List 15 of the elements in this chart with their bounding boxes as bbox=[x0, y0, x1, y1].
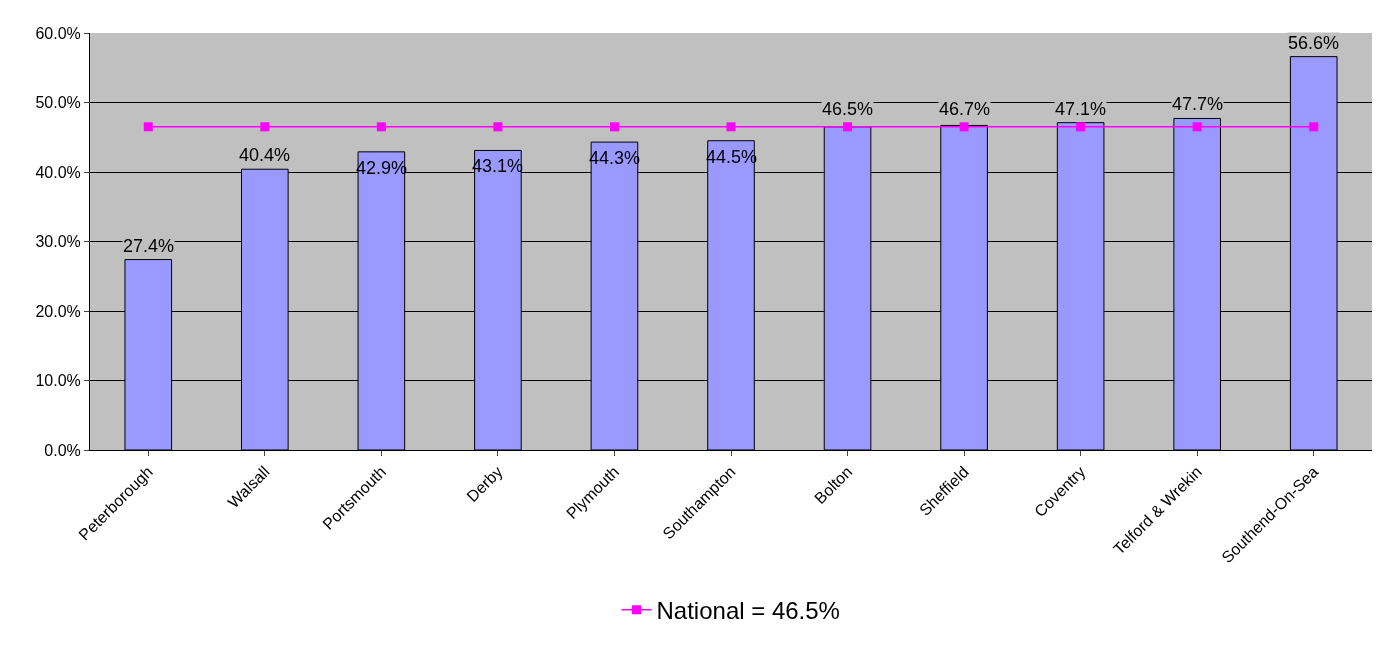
legend-label: National = 46.5% bbox=[656, 597, 840, 625]
data-label: 46.7% bbox=[939, 99, 991, 119]
data-label: 46.5% bbox=[822, 99, 874, 119]
y-tick-label: 40.0% bbox=[35, 163, 81, 181]
data-label: 27.4% bbox=[123, 236, 175, 256]
data-label: 40.4% bbox=[239, 145, 291, 165]
y-tick-label: 30.0% bbox=[35, 233, 81, 251]
y-tick-label: 0.0% bbox=[44, 441, 81, 459]
data-label: 47.7% bbox=[1172, 94, 1224, 114]
y-tick-label: 60.0% bbox=[35, 24, 81, 42]
y-tick-label: 20.0% bbox=[35, 302, 81, 320]
y-tick-label: 50.0% bbox=[35, 94, 81, 112]
data-label: 47.1% bbox=[1055, 99, 1107, 119]
data-label: 56.6% bbox=[1288, 33, 1340, 53]
y-tick-label: 10.0% bbox=[35, 372, 81, 390]
